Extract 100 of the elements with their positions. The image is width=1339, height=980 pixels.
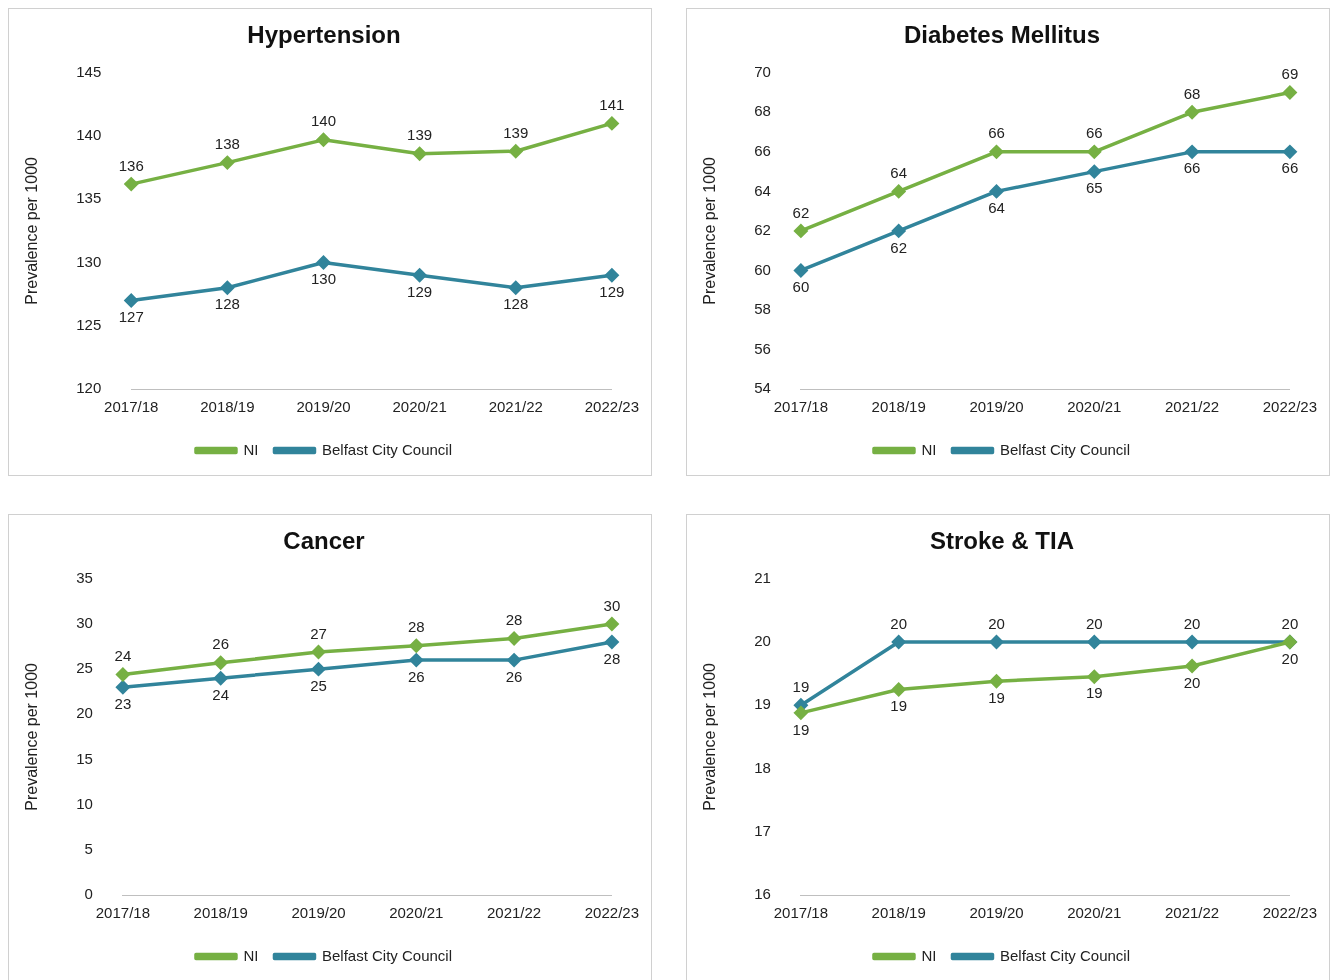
data-label: 27: [310, 624, 327, 642]
data-label: 62: [890, 238, 908, 256]
y-axis-title: Prevalence per 1000: [23, 156, 41, 305]
data-label: 20: [1281, 614, 1299, 632]
x-tick-label: 2017/18: [773, 904, 828, 922]
x-tick-label: 2018/19: [193, 904, 248, 922]
x-tick-label: 2017/18: [773, 398, 828, 416]
y-tick-label: 5: [84, 839, 93, 857]
data-label: 66: [988, 124, 1005, 142]
y-tick-label: 17: [754, 821, 771, 839]
x-tick-label: 2022/23: [1262, 904, 1318, 922]
legend-label: NI: [243, 440, 259, 458]
y-tick-label: 0: [84, 885, 93, 903]
data-label: 69: [1281, 65, 1299, 83]
x-tick-label: 2020/21: [389, 904, 444, 922]
legend-label: Belfast City Council: [999, 440, 1131, 458]
y-tick-label: 130: [76, 252, 102, 270]
y-tick-label: 25: [76, 659, 93, 677]
x-tick-label: 2017/18: [104, 398, 159, 416]
x-tick-label: 2017/18: [95, 904, 150, 922]
x-tick-label: 2019/20: [291, 904, 346, 922]
y-tick-label: 54: [754, 379, 771, 397]
data-label: 26: [212, 635, 230, 653]
data-label: 60: [792, 278, 810, 296]
y-tick-label: 18: [754, 758, 771, 776]
data-label: 19: [792, 677, 810, 695]
data-label: 20: [1183, 614, 1201, 632]
y-tick-label: 56: [754, 339, 771, 357]
data-label: 127: [118, 308, 144, 326]
y-axis-title: Prevalence per 1000: [23, 662, 41, 811]
data-label: 20: [1085, 614, 1103, 632]
y-tick-label: 68: [754, 102, 771, 120]
data-label: 20: [890, 614, 908, 632]
chart-title: Diabetes Mellitus: [903, 21, 1101, 49]
data-label: 25: [310, 676, 327, 694]
legend-label: NI: [921, 946, 937, 964]
data-label: 26: [407, 667, 425, 685]
data-label: 68: [1183, 84, 1201, 102]
data-label: 20: [1183, 673, 1201, 691]
data-label: 64: [890, 164, 908, 182]
data-label: 66: [1085, 124, 1103, 142]
y-tick-label: 15: [76, 749, 93, 767]
chart-title: Cancer: [283, 527, 365, 555]
y-tick-label: 62: [754, 221, 771, 239]
data-label: 20: [988, 614, 1005, 632]
data-label: 139: [503, 123, 529, 141]
x-tick-label: 2019/20: [296, 398, 351, 416]
data-label: 23: [114, 694, 132, 712]
data-label: 138: [214, 135, 240, 153]
legend-label: Belfast City Council: [321, 946, 453, 964]
y-tick-label: 120: [76, 379, 102, 397]
data-label: 128: [503, 295, 529, 313]
data-label: 129: [407, 282, 433, 300]
data-label: 19: [890, 697, 908, 715]
x-tick-label: 2022/23: [584, 904, 640, 922]
data-label: 62: [792, 203, 810, 221]
y-tick-label: 20: [76, 704, 93, 722]
x-tick-label: 2020/21: [392, 398, 447, 416]
x-tick-label: 2018/19: [200, 398, 255, 416]
y-tick-label: 66: [754, 141, 771, 159]
x-tick-label: 2022/23: [584, 398, 640, 416]
y-tick-label: 60: [754, 260, 771, 278]
legend-label: NI: [243, 946, 259, 964]
data-label: 130: [310, 270, 337, 288]
data-label: 24: [212, 685, 230, 703]
legend-label: Belfast City Council: [999, 946, 1131, 964]
y-tick-label: 35: [76, 568, 93, 586]
data-label: 66: [1281, 159, 1299, 177]
y-tick-label: 64: [754, 181, 771, 199]
data-label: 66: [1183, 159, 1201, 177]
data-label: 139: [407, 126, 433, 144]
legend-label: NI: [921, 440, 937, 458]
y-axis-title: Prevalence per 1000: [701, 156, 719, 305]
y-tick-label: 10: [76, 794, 93, 812]
data-label: 140: [310, 112, 337, 130]
data-label: 19: [988, 688, 1005, 706]
x-tick-label: 2020/21: [1067, 398, 1122, 416]
data-label: 129: [599, 282, 625, 300]
x-tick-label: 2019/20: [969, 904, 1024, 922]
data-label: 30: [603, 596, 621, 614]
x-tick-label: 2018/19: [871, 398, 926, 416]
data-label: 141: [599, 96, 625, 114]
data-label: 26: [505, 667, 523, 685]
data-label: 24: [114, 647, 132, 665]
y-tick-label: 140: [76, 126, 102, 144]
data-label: 65: [1085, 179, 1103, 197]
data-label: 19: [792, 720, 810, 738]
x-tick-label: 2022/23: [1262, 398, 1318, 416]
data-label: 64: [988, 199, 1005, 217]
y-tick-label: 70: [754, 62, 771, 80]
y-tick-label: 58: [754, 300, 771, 318]
y-tick-label: 125: [76, 315, 102, 333]
x-tick-label: 2021/22: [1164, 398, 1220, 416]
data-label: 19: [1085, 684, 1103, 702]
y-tick-label: 16: [754, 885, 771, 903]
x-tick-label: 2021/22: [1164, 904, 1220, 922]
y-tick-label: 19: [754, 695, 771, 713]
x-tick-label: 2019/20: [969, 398, 1024, 416]
data-label: 28: [407, 618, 425, 636]
data-label: 136: [118, 156, 144, 174]
